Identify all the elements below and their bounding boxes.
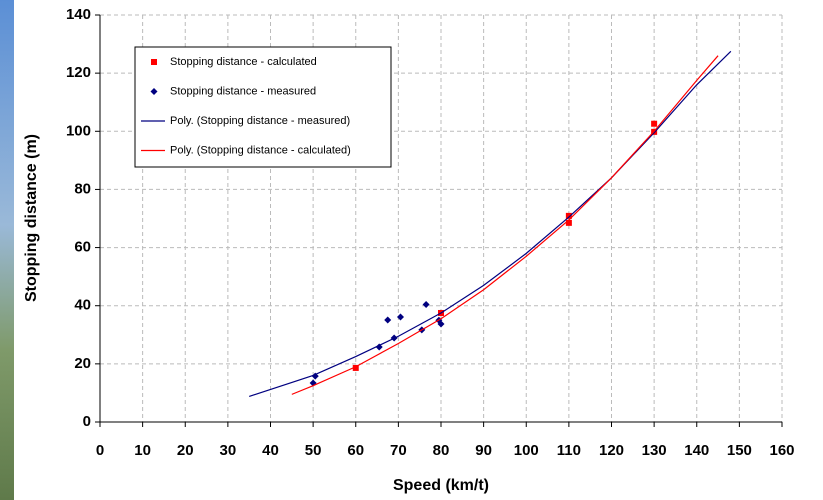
y-tick-label: 40 [74,297,91,314]
x-tick-label: 160 [769,442,794,459]
x-tick-label: 120 [599,442,624,459]
data-point [397,313,405,321]
y-tick-label: 100 [66,122,91,139]
y-axis-title: Stopping distance (m) [23,134,40,302]
x-tick-label: 10 [134,442,151,459]
legend-marker [151,59,157,65]
background-strip [0,0,14,500]
data-point [422,301,430,309]
x-tick-label: 40 [262,442,279,459]
x-tick-label: 100 [514,442,539,459]
y-tick-label: 80 [74,180,91,197]
data-point [375,343,383,351]
x-tick-label: 20 [177,442,194,459]
x-tick-label: 70 [390,442,407,459]
x-tick-label: 90 [475,442,492,459]
x-tick-label: 140 [684,442,709,459]
x-tick-label: 110 [557,442,581,459]
x-tick-label: 30 [220,442,237,459]
x-tick-label: 150 [727,442,752,459]
y-tick-label: 140 [66,6,91,23]
legend-box [134,46,392,168]
data-point [651,120,658,127]
legend-label: Poly. (Stopping distance - calculated) [170,144,351,156]
legend-label: Stopping distance - measured [170,85,316,97]
y-tick-label: 120 [66,64,91,81]
legend-label: Poly. (Stopping distance - measured) [170,115,350,127]
y-tick-label: 60 [74,239,91,256]
data-point [384,316,392,324]
x-tick-label: 60 [347,442,364,459]
data-point [565,212,572,219]
data-point [565,219,572,226]
x-axis-title: Speed (km/t) [393,477,489,494]
x-tick-label: 0 [96,442,104,459]
y-tick-label: 20 [74,355,91,372]
legend-label: Stopping distance - calculated [170,56,317,68]
y-tick-label: 0 [83,413,91,430]
trendline [249,50,732,397]
trendline [291,55,719,395]
x-tick-label: 80 [433,442,450,459]
x-tick-label: 50 [305,442,322,459]
x-tick-label: 130 [642,442,667,459]
legend-marker [150,88,158,95]
data-point [352,364,359,371]
